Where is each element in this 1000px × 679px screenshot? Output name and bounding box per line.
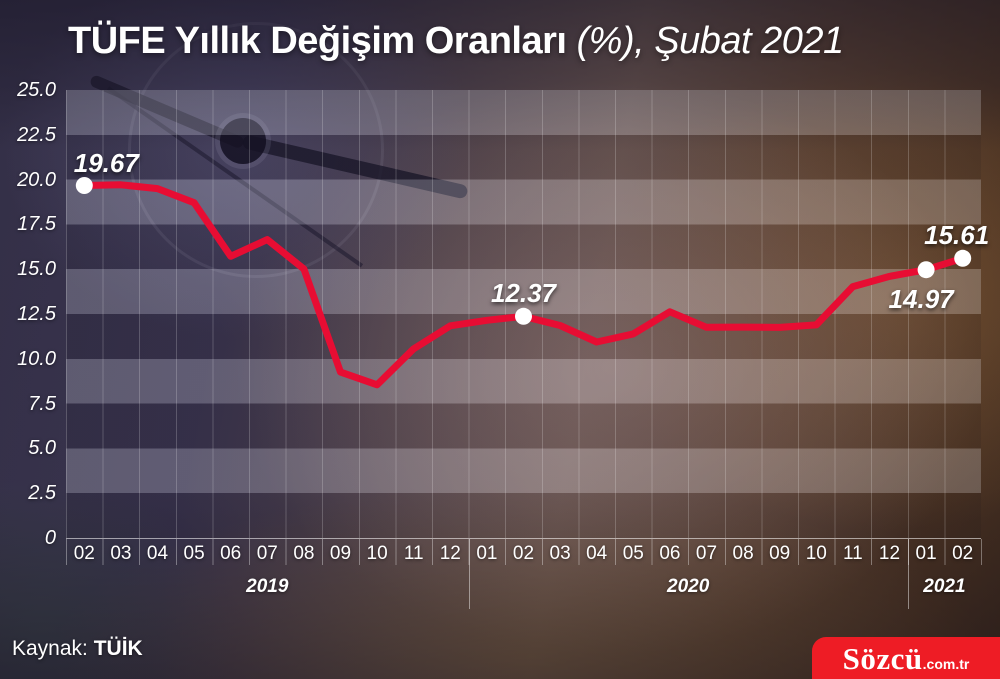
x-axis-month-label: 04	[146, 543, 169, 564]
y-axis-tick-label: 22.5	[17, 123, 56, 146]
x-axis-month-label: 02	[73, 543, 95, 564]
x-axis-month-label: 09	[769, 543, 791, 564]
sozcu-logo-wordmark: Sözcü	[842, 641, 923, 676]
y-axis-tick-label: 25.0	[17, 79, 56, 101]
data-point-label: 14.97	[888, 283, 954, 314]
data-point-label: 12.37	[490, 278, 557, 309]
x-axis-month-label: 05	[622, 543, 644, 564]
y-axis-tick-label: 17.5	[17, 213, 56, 236]
sozcu-logo-domain: .com.tr	[922, 656, 970, 672]
x-axis-month-label: 10	[805, 543, 827, 564]
x-axis-month-label: 01	[915, 543, 937, 564]
data-point-marker	[917, 261, 935, 279]
source-label: Kaynak:	[12, 637, 94, 660]
x-axis-month-label: 11	[403, 543, 424, 564]
y-axis-tick-label: 2.5	[28, 482, 56, 505]
data-point-label: 15.61	[924, 220, 990, 251]
x-axis-month-label: 10	[366, 543, 388, 564]
x-axis-month-label: 09	[329, 543, 352, 564]
data-point-marker	[954, 249, 972, 267]
y-axis-tick-label: 0	[44, 527, 56, 549]
x-axis-tick-strip	[66, 539, 982, 565]
y-axis-tick-label: 20.0	[17, 168, 56, 191]
x-axis-month-label: 04	[586, 543, 608, 564]
year-separator-line	[468, 539, 470, 609]
x-axis-month-label: 12	[878, 543, 901, 564]
x-axis-month-label: 08	[732, 543, 754, 564]
x-axis-month-label: 06	[659, 543, 681, 564]
line-chart	[75, 177, 972, 389]
y-axis-tick-label: 5.0	[28, 437, 56, 460]
chart-title: TÜFE Yıllık Değişim Oranları (%), Şubat …	[68, 20, 844, 63]
x-axis-month-label: 11	[843, 543, 863, 564]
year-separator-line	[907, 539, 909, 609]
x-axis-month-label: 05	[183, 543, 205, 564]
chart-title-suffix: (%), Şubat 2021	[566, 20, 845, 62]
x-axis-year-label: 2021	[923, 576, 966, 597]
source-value: TÜİK	[93, 637, 143, 660]
plot-area	[66, 90, 981, 539]
x-axis-month-label: 08	[293, 543, 315, 564]
data-point-marker	[75, 177, 93, 194]
sozcu-logo: Sözcü.com.tr	[812, 637, 1000, 679]
source-note: Kaynak: TÜİK	[12, 637, 143, 661]
x-axis-month-label: 06	[220, 543, 242, 564]
x-axis-year-label: 2020	[667, 576, 710, 597]
data-point-marker	[515, 307, 532, 325]
x-axis-month-label: 12	[439, 543, 461, 564]
x-axis-month-label: 03	[549, 543, 571, 564]
x-axis-month-label: 07	[695, 543, 718, 564]
chart-title-main: TÜFE Yıllık Değişim Oranları	[68, 20, 567, 62]
x-axis-month-label: 07	[256, 543, 278, 564]
y-axis-tick-label: 10.0	[17, 347, 56, 370]
x-axis-month-label: 02	[512, 543, 535, 564]
data-point-label: 19.67	[73, 147, 139, 178]
y-axis-tick-label: 15.0	[17, 258, 56, 281]
x-axis-year-label: 2019	[246, 576, 289, 597]
x-axis-month-label: 01	[476, 543, 498, 564]
y-axis-tick-label: 12.5	[17, 303, 56, 325]
x-axis-month-label: 03	[110, 543, 132, 564]
y-axis-tick-label: 7.5	[28, 392, 56, 415]
x-axis-month-label: 02	[952, 543, 974, 564]
